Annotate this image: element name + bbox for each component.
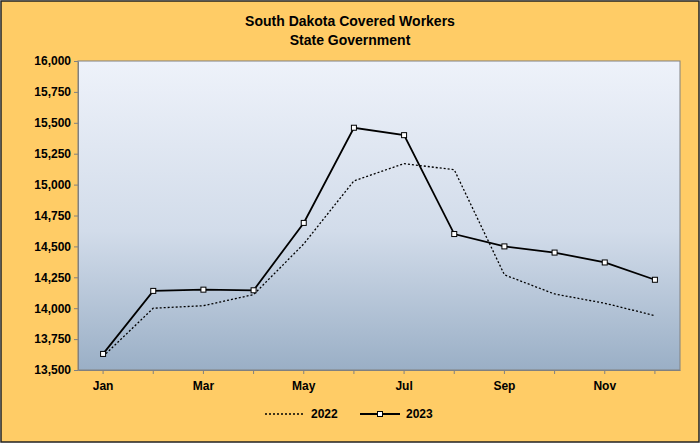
tick-mark [554, 370, 555, 374]
tick-label: 15,500 [34, 116, 71, 130]
marker [101, 351, 106, 356]
tick-label: Jul [395, 379, 412, 393]
legend-marker [378, 412, 383, 417]
tick-mark [654, 370, 655, 374]
tick-mark [253, 370, 254, 374]
tick-label: Jan [93, 379, 114, 393]
tick: 15,750 [34, 85, 78, 99]
tick: Sep [493, 370, 515, 393]
tick-mark [404, 370, 405, 374]
tick: 15,250 [34, 147, 78, 161]
tick-label: Nov [593, 379, 616, 393]
axis-line [78, 62, 79, 371]
tick-mark [74, 61, 78, 62]
tick-mark [74, 246, 78, 247]
line [103, 128, 655, 354]
chart: South Dakota Covered Workers State Govern… [0, 0, 700, 443]
tick-mark [74, 92, 78, 93]
marker [452, 232, 457, 237]
marker [201, 287, 206, 292]
tick-mark [74, 339, 78, 340]
plot [101, 125, 658, 356]
tick-mark [153, 370, 154, 374]
tick-label: 14,750 [34, 209, 71, 223]
marker [351, 125, 356, 130]
y-axis: 13,500 13,750 14,000 14,250 14,500 14,750 15,0… [34, 54, 78, 377]
tick [353, 370, 354, 374]
tick: May [292, 370, 316, 393]
tick-mark [74, 123, 78, 124]
tick: 16,000 [34, 54, 78, 68]
tick [253, 370, 254, 374]
tick-label: 15,250 [34, 147, 71, 161]
tick: Mar [193, 370, 215, 393]
tick: Nov [593, 370, 616, 393]
tick [654, 370, 655, 374]
tick-mark [303, 370, 304, 374]
tick-label: 15,750 [34, 85, 71, 99]
marker [151, 288, 156, 293]
tick: 13,750 [34, 332, 78, 346]
line [103, 164, 655, 357]
tick-mark [454, 370, 455, 374]
marker [552, 250, 557, 255]
tick [554, 370, 555, 374]
marker [652, 277, 657, 282]
tick-label: 14,000 [34, 302, 71, 316]
tick-label: 13,750 [34, 332, 71, 346]
tick: Jul [395, 370, 412, 393]
tick: 14,250 [34, 271, 78, 285]
tick-mark [74, 370, 78, 371]
tick: 13,500 [34, 363, 78, 377]
tick-label: 14,250 [34, 271, 71, 285]
axis-line [79, 370, 681, 371]
tick-mark [74, 216, 78, 217]
marker [502, 244, 507, 249]
tick: Jan [93, 370, 114, 393]
tick-label: 13,500 [34, 363, 71, 377]
legend: 2022 2023 [265, 407, 433, 421]
tick-mark [74, 185, 78, 186]
tick-mark [604, 370, 605, 374]
tick-mark [103, 370, 104, 374]
tick-mark [74, 154, 78, 155]
tick: 15,500 [34, 116, 78, 130]
title: South Dakota Covered Workers [245, 13, 455, 29]
tick: 14,000 [34, 302, 78, 316]
marker [301, 220, 306, 225]
tick-mark [504, 370, 505, 374]
tick: 15,000 [34, 178, 78, 192]
tick-label: Mar [193, 379, 215, 393]
legend-label: 2023 [406, 407, 433, 421]
legend-line [265, 413, 305, 414]
tick-mark [74, 308, 78, 309]
tick-label: Sep [493, 379, 515, 393]
tick-label: 14,500 [34, 240, 71, 254]
tick-label: May [292, 379, 316, 393]
background [1, 1, 699, 442]
marker [402, 133, 407, 138]
tick-mark [203, 370, 204, 374]
tick-label: 15,000 [34, 178, 71, 192]
marker [251, 288, 256, 293]
tick [153, 370, 154, 374]
marker [602, 260, 607, 265]
tick: 14,500 [34, 240, 78, 254]
tick-mark [353, 370, 354, 374]
legend-label: 2022 [311, 407, 338, 421]
tick: 14,750 [34, 209, 78, 223]
x-axis: Jan Mar May Jul Sep Nov [79, 370, 681, 393]
plot-area [78, 61, 680, 370]
tick [454, 370, 455, 374]
subtitle: State Government [290, 32, 411, 48]
tick-label: 16,000 [34, 54, 71, 68]
tick-mark [74, 277, 78, 278]
